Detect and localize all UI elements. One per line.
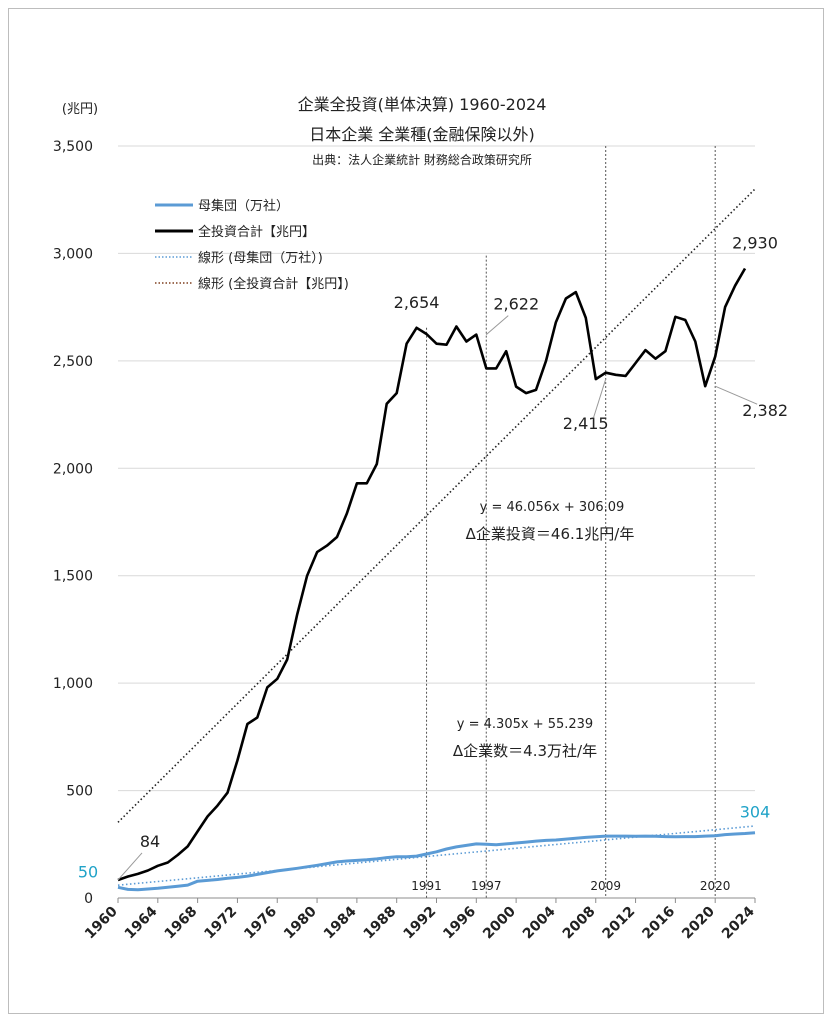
y-tick-label: 2,000 bbox=[53, 461, 93, 477]
x-tick-label: 2016 bbox=[639, 904, 678, 943]
x-tick-label: 2012 bbox=[600, 904, 639, 943]
data-label: 2,382 bbox=[742, 401, 788, 420]
series-lines bbox=[117, 267, 756, 892]
legend-label-population: 母集団（万社） bbox=[198, 198, 289, 214]
series-line-population bbox=[117, 831, 756, 892]
y-tick-label: 3,500 bbox=[53, 139, 93, 155]
data-label: 50 bbox=[78, 862, 98, 881]
y-tick-label: 0 bbox=[84, 891, 93, 907]
data-label: 2,622 bbox=[493, 295, 539, 314]
data-label: 2,654 bbox=[394, 293, 440, 312]
annotation-leader bbox=[117, 852, 143, 881]
trend-note-investment: Δ企業投資＝46.1兆円/年 bbox=[466, 525, 635, 543]
y-tick-label: 1,500 bbox=[53, 569, 93, 585]
annotation-leader bbox=[593, 378, 607, 418]
legend-label-trend-population: 線形 (母集団（万社）) bbox=[198, 250, 323, 266]
y-axis-unit: (兆円) bbox=[62, 102, 98, 117]
chart-frame bbox=[8, 8, 824, 1014]
trend-note-companies: Δ企業数＝4.3万社/年 bbox=[453, 742, 597, 760]
series-line-investment bbox=[117, 267, 747, 882]
x-tick-label: 1980 bbox=[281, 903, 320, 942]
annotations: 84 50 2,654 2,622 2,415 2,930 2,382 304 bbox=[78, 233, 788, 881]
data-label: 84 bbox=[140, 832, 160, 851]
legend: 母集団（万社） 全投資合計【兆円】 線形 (母集団（万社）) 線形 (全投資合計… bbox=[155, 198, 349, 292]
x-tick-label: 1992 bbox=[400, 904, 439, 943]
x-tick-label: 1964 bbox=[122, 903, 161, 942]
trendline-investment bbox=[117, 188, 756, 823]
annotation-leader bbox=[714, 385, 758, 405]
gridlines bbox=[118, 145, 755, 899]
x-tick-label: 2004 bbox=[520, 903, 559, 942]
chart-subtitle: 日本企業 全業種(金融保険以外) bbox=[309, 125, 535, 144]
reference-line-label: 1997 bbox=[471, 879, 502, 893]
data-label: 304 bbox=[740, 803, 771, 822]
data-label: 2,415 bbox=[563, 414, 609, 433]
x-tick-label: 1968 bbox=[162, 904, 201, 943]
reference-line-label: 2009 bbox=[590, 879, 621, 893]
x-tick-label: 1996 bbox=[440, 904, 479, 943]
chart-title: 企業全投資(単体決算) 1960-2024 bbox=[298, 95, 547, 114]
x-tick-label: 2020 bbox=[679, 903, 718, 942]
trendline-population bbox=[117, 825, 756, 887]
x-tick-label: 1976 bbox=[241, 904, 280, 943]
data-label: 2,930 bbox=[732, 233, 778, 252]
legend-label-trend-investment: 線形 (全投資合計【兆円】) bbox=[198, 276, 349, 292]
y-tick-label: 3,000 bbox=[53, 246, 93, 262]
x-tick-label: 1972 bbox=[201, 904, 240, 943]
y-tick-label: 500 bbox=[66, 784, 93, 800]
x-tick-label: 2000 bbox=[480, 903, 519, 942]
x-tick-label: 1984 bbox=[321, 903, 360, 942]
trend-equation-investment: y = 46.056x + 306.09 bbox=[480, 500, 625, 515]
trend-equation-companies: y = 4.305x + 55.239 bbox=[457, 717, 593, 732]
legend-label-investment: 全投資合計【兆円】 bbox=[198, 224, 315, 240]
y-tick-label: 2,500 bbox=[53, 354, 93, 370]
x-tick-label: 2008 bbox=[560, 904, 599, 943]
reference-lines: 1991 1997 2009 2020 bbox=[411, 146, 730, 898]
x-tick-label: 1960 bbox=[82, 903, 121, 942]
reference-line-label: 2020 bbox=[700, 879, 731, 893]
y-tick-label: 1,000 bbox=[53, 676, 93, 692]
chart-source: 出典：法人企業統計 財務総合政策研究所 bbox=[312, 152, 532, 167]
reference-line-label: 1991 bbox=[411, 879, 442, 893]
x-tick-label: 1988 bbox=[361, 904, 400, 943]
x-tick-label: 2024 bbox=[719, 903, 758, 942]
annotation-leader bbox=[485, 315, 509, 336]
